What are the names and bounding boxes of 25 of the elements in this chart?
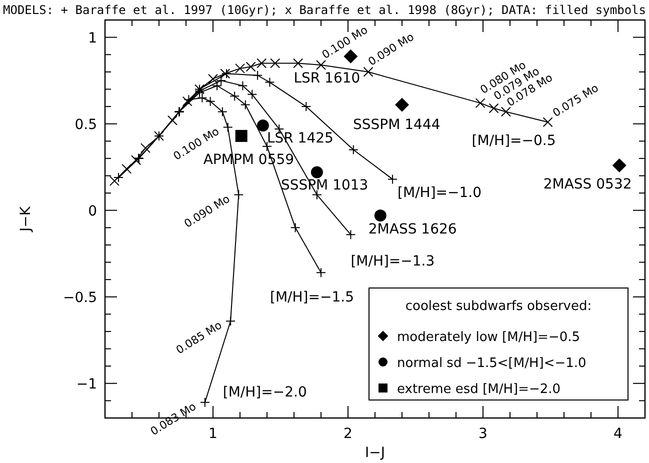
legend-label: normal sd −1.5<[M/H]<−1.0: [397, 356, 586, 371]
y-tick-label: −0.5: [63, 290, 97, 306]
chart-title: MODELS: + Baraffe et al. 1997 (10Gyr); x Baraffe et al. 1998 (8Gyr); DATA: filled symbols: [3, 3, 646, 17]
x-tick-label: 4: [614, 426, 623, 442]
y-axis-title: J−K: [18, 206, 34, 233]
annotation: LSR 1610: [294, 70, 360, 86]
annotation: [M/H]=−2.0: [222, 384, 307, 400]
x-axis-title: I−J: [365, 445, 385, 461]
annotation: [M/H]=−1.0: [398, 185, 482, 202]
annotation: [M/H]=−0.5: [472, 133, 556, 150]
y-tick-label: 1: [88, 30, 97, 46]
annotation: [M/H]=−1.5: [270, 290, 354, 306]
y-tick-label: 0: [88, 203, 97, 220]
x-tick-label: 1: [208, 426, 218, 442]
annotation: [M/H]=−1.3: [350, 254, 435, 270]
legend-label: moderately low [M/H]=−0.5: [397, 330, 580, 345]
annotation: 2MASS 1626: [368, 222, 457, 238]
y-tick-label: −1: [76, 376, 97, 392]
annotation: 2MASS 0532: [543, 176, 632, 192]
y-tick-label: 0.5: [74, 116, 97, 133]
annotation: SSSPM 1444: [353, 116, 440, 133]
x-tick-label: 2: [344, 426, 352, 442]
legend-title: coolest subdwarfs observed:: [405, 299, 592, 314]
legend-label: extreme esd [M/H]=−2.0: [397, 382, 561, 397]
x-tick-label: 3: [478, 426, 488, 442]
